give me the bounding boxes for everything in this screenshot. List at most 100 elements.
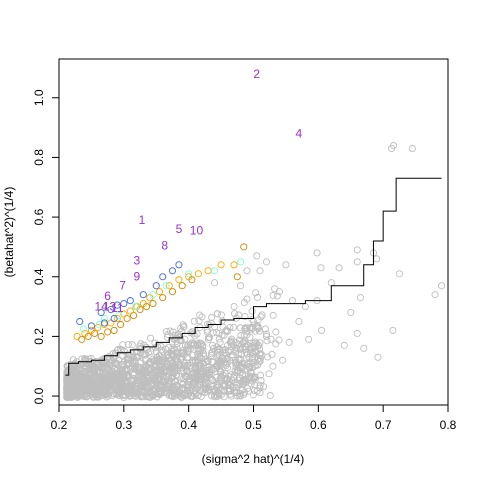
data-point bbox=[76, 317, 84, 326]
data-point bbox=[146, 393, 154, 401]
data-point bbox=[171, 392, 179, 400]
data-point bbox=[227, 342, 235, 350]
data-point bbox=[80, 325, 88, 333]
data-point bbox=[257, 313, 265, 321]
data-point bbox=[235, 360, 244, 369]
data-point bbox=[150, 376, 158, 384]
data-point bbox=[305, 335, 313, 343]
data-point bbox=[159, 378, 167, 386]
data-point bbox=[163, 389, 171, 397]
data-point bbox=[230, 323, 238, 332]
data-point bbox=[152, 282, 160, 290]
data-point bbox=[139, 291, 147, 299]
data-point bbox=[78, 387, 86, 395]
data-point bbox=[389, 141, 398, 150]
data-point bbox=[213, 381, 221, 389]
data-point bbox=[195, 346, 203, 354]
data-point bbox=[156, 389, 164, 398]
data-point bbox=[232, 363, 240, 371]
point-label: 13 bbox=[103, 300, 117, 314]
data-point bbox=[269, 291, 277, 299]
data-point bbox=[256, 267, 264, 275]
data-point bbox=[179, 321, 187, 329]
data-point bbox=[135, 363, 143, 372]
data-point bbox=[150, 387, 158, 395]
data-point bbox=[127, 385, 135, 393]
data-point bbox=[232, 344, 240, 352]
data-point bbox=[117, 320, 125, 329]
data-point bbox=[262, 332, 271, 340]
data-point bbox=[90, 389, 99, 397]
data-point bbox=[151, 376, 159, 384]
data-point bbox=[104, 390, 112, 398]
data-point bbox=[288, 297, 296, 305]
data-point bbox=[110, 314, 118, 323]
data-point bbox=[111, 376, 120, 384]
data-point bbox=[183, 363, 191, 371]
data-point bbox=[218, 317, 226, 325]
data-point bbox=[214, 388, 222, 397]
data-point bbox=[197, 339, 205, 347]
data-point bbox=[188, 339, 196, 347]
data-point bbox=[174, 358, 182, 366]
data-point bbox=[230, 261, 238, 269]
data-point bbox=[168, 350, 176, 358]
data-point bbox=[178, 349, 186, 357]
data-point bbox=[248, 315, 256, 323]
data-point bbox=[110, 326, 118, 334]
data-point bbox=[152, 343, 160, 352]
data-point bbox=[191, 372, 200, 380]
data-point bbox=[353, 329, 361, 337]
data-point bbox=[201, 388, 209, 396]
data-point bbox=[87, 322, 95, 330]
data-point bbox=[222, 361, 230, 370]
data-point bbox=[263, 337, 271, 345]
point-label: 10 bbox=[190, 224, 204, 238]
data-point bbox=[152, 357, 160, 365]
data-point bbox=[128, 341, 136, 349]
data-point bbox=[149, 291, 157, 299]
data-point bbox=[253, 252, 261, 260]
data-point bbox=[180, 348, 188, 356]
x-axis: 0.2 0.3 0.4 0.5 0.6 0.7 0.8 bbox=[51, 404, 457, 432]
data-point bbox=[203, 357, 211, 365]
data-point bbox=[235, 336, 243, 344]
data-point bbox=[78, 335, 86, 343]
data-point bbox=[140, 341, 148, 349]
data-point bbox=[105, 379, 114, 387]
data-point bbox=[198, 355, 206, 363]
data-point bbox=[220, 331, 228, 340]
data-point bbox=[168, 378, 176, 386]
data-point bbox=[190, 340, 198, 348]
data-point bbox=[179, 323, 188, 331]
data-point bbox=[272, 340, 280, 348]
data-point bbox=[265, 370, 273, 378]
data-points bbox=[63, 141, 446, 401]
data-point bbox=[202, 358, 210, 366]
data-point bbox=[100, 319, 108, 327]
step-line-group bbox=[65, 177, 442, 376]
data-point bbox=[94, 378, 102, 386]
data-point bbox=[317, 264, 325, 272]
data-point bbox=[223, 364, 231, 372]
data-point bbox=[75, 370, 84, 378]
data-point bbox=[218, 354, 226, 362]
data-point bbox=[172, 366, 181, 374]
data-point bbox=[216, 338, 224, 346]
data-point bbox=[340, 341, 348, 349]
data-point bbox=[82, 355, 90, 363]
data-point bbox=[183, 361, 191, 369]
data-point bbox=[119, 351, 127, 359]
data-point bbox=[244, 361, 252, 369]
data-point bbox=[226, 386, 234, 394]
data-point bbox=[63, 393, 71, 401]
data-point bbox=[213, 343, 221, 351]
data-point bbox=[97, 358, 105, 366]
data-point bbox=[437, 282, 446, 290]
data-point bbox=[204, 267, 212, 275]
data-point bbox=[162, 282, 170, 290]
x-tick-label: 0.4 bbox=[180, 418, 197, 432]
data-point bbox=[234, 340, 242, 348]
data-point bbox=[188, 374, 196, 382]
